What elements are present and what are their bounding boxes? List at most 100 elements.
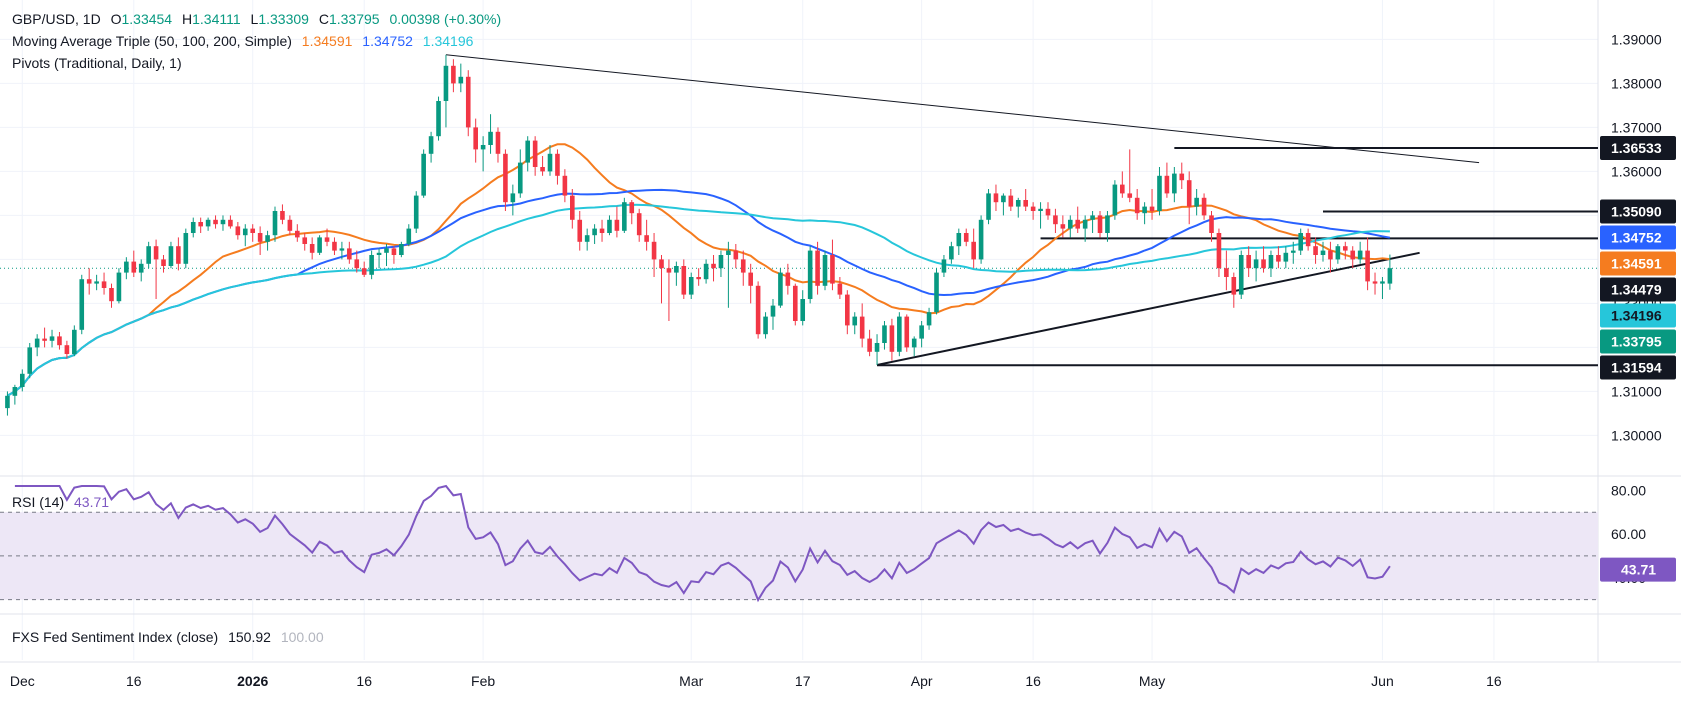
candle-body xyxy=(1105,215,1110,233)
candle-body xyxy=(109,288,114,302)
candle-body xyxy=(198,222,203,227)
label-last-price-bg xyxy=(1600,329,1676,354)
candle-body xyxy=(1179,173,1185,181)
candle-body xyxy=(644,235,649,242)
candle-body xyxy=(904,316,910,348)
candle-body xyxy=(1164,175,1170,194)
candle-body xyxy=(287,219,293,231)
candle-body xyxy=(1030,206,1036,211)
fed-value2: 100.00 xyxy=(280,629,324,645)
time-tick-label: 16 xyxy=(356,673,372,689)
candle-body xyxy=(1216,233,1222,269)
ma50-value: 1.34591 xyxy=(301,33,353,49)
ma100-value: 1.34752 xyxy=(362,33,413,49)
candle-body xyxy=(451,65,456,84)
candle-body xyxy=(1268,255,1274,269)
label-pivot-r2: 1.36533 xyxy=(1611,140,1662,156)
candle-body xyxy=(49,336,55,341)
candle-body xyxy=(614,219,620,231)
candle-body xyxy=(584,235,590,242)
label-rsi: 43.71 xyxy=(1621,562,1656,578)
candle-body xyxy=(874,343,880,352)
candle-body xyxy=(785,272,791,286)
candle-body xyxy=(971,241,976,260)
rsi-title: RSI (14) xyxy=(12,494,65,510)
time-tick-label: 2026 xyxy=(237,673,268,689)
rsi-legend: RSI (14) 43.71 xyxy=(12,494,109,510)
candle-body xyxy=(733,250,739,260)
candle-body xyxy=(919,325,924,339)
price-labels: 1.36533 1.35090 1.34752 1.34591 1.34479 1.341… xyxy=(1600,135,1676,582)
candle-body xyxy=(317,237,322,253)
candle-body xyxy=(57,336,62,346)
pivot-lines xyxy=(0,146,1598,367)
candle-body xyxy=(146,246,151,264)
candle-body xyxy=(1149,206,1155,211)
price-tick-label: 1.36000 xyxy=(1611,163,1662,179)
candle-body xyxy=(153,246,159,260)
time-tick-label: 16 xyxy=(126,673,142,689)
candle-body xyxy=(607,219,612,233)
rsi-line xyxy=(14,484,1391,603)
candle-body xyxy=(949,246,954,260)
candle-body xyxy=(577,219,583,242)
candle-body xyxy=(986,193,991,220)
label-ma50-bg xyxy=(1600,251,1676,276)
candle-body xyxy=(309,244,315,253)
candle-body xyxy=(1290,250,1296,253)
ma-title: Moving Average Triple (50, 100, 200, Sim… xyxy=(12,33,292,49)
candle-body xyxy=(94,281,99,284)
candle-body xyxy=(666,268,672,273)
candle-body xyxy=(1045,208,1051,216)
candle-body xyxy=(101,281,107,288)
candle-body xyxy=(64,345,70,354)
candle-body xyxy=(265,235,270,242)
candle-body xyxy=(1365,250,1370,282)
candle-body xyxy=(822,255,828,286)
candle-body xyxy=(1261,259,1266,269)
candle-body xyxy=(503,153,508,203)
candle-body xyxy=(859,316,865,339)
candle-body xyxy=(436,101,441,137)
candle-body xyxy=(34,338,40,348)
candle-body xyxy=(391,248,397,255)
candle-body xyxy=(1387,268,1393,284)
candle-body xyxy=(1380,281,1385,284)
label-rsi-bg xyxy=(1600,557,1676,582)
candle-body xyxy=(956,233,962,247)
candle-body xyxy=(1298,233,1304,251)
price-tick-label: 1.37000 xyxy=(1611,119,1662,135)
candle-body xyxy=(488,131,493,145)
candle-body xyxy=(1357,250,1363,260)
candle-body xyxy=(711,263,716,269)
candle-body xyxy=(1305,233,1311,247)
candle-body xyxy=(1015,200,1021,207)
candle-body xyxy=(1276,255,1281,262)
label-ma100: 1.34752 xyxy=(1611,229,1662,245)
time-tick-label: Apr xyxy=(911,673,933,689)
candle-body xyxy=(369,255,374,275)
candle-body xyxy=(1328,250,1333,260)
candle-body xyxy=(570,195,575,220)
candle-body xyxy=(993,193,999,203)
candle-body xyxy=(889,325,895,352)
label-ma200-bg xyxy=(1600,303,1676,328)
candle-body xyxy=(1238,255,1244,295)
candle-body xyxy=(1082,219,1088,229)
candle-body xyxy=(421,153,426,196)
candle-body xyxy=(302,237,308,244)
candle-body xyxy=(882,325,887,343)
rsi-tick-label: 60.00 xyxy=(1611,526,1646,542)
candle-body xyxy=(1038,208,1043,211)
time-tick-label: May xyxy=(1139,673,1165,689)
candle-body xyxy=(718,255,724,269)
candle-body xyxy=(1186,180,1192,207)
candle-body xyxy=(347,248,352,260)
rsi-band xyxy=(0,512,1598,600)
candle-body xyxy=(235,226,241,236)
candle-body xyxy=(72,329,77,354)
candle-body xyxy=(86,279,92,284)
candle-body xyxy=(1231,277,1237,295)
candle-body xyxy=(384,248,389,253)
